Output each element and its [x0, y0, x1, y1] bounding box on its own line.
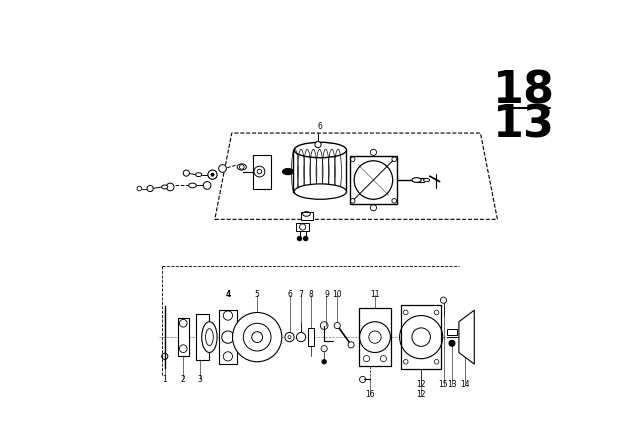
Bar [359, 308, 391, 366]
Text: 16: 16 [365, 390, 375, 399]
Ellipse shape [237, 164, 246, 170]
Text: 5: 5 [255, 290, 260, 299]
Text: 12: 12 [417, 390, 426, 399]
Text: 7: 7 [299, 290, 303, 299]
Circle shape [303, 236, 308, 241]
Bar [349, 156, 397, 204]
Bar [219, 310, 237, 364]
Text: 6: 6 [318, 122, 323, 131]
Ellipse shape [412, 178, 421, 182]
Circle shape [354, 161, 393, 199]
Text: 15: 15 [438, 380, 448, 389]
Text: 3: 3 [198, 375, 203, 384]
Circle shape [211, 173, 214, 176]
Ellipse shape [196, 173, 202, 177]
Text: 14: 14 [460, 380, 470, 389]
Circle shape [348, 342, 354, 348]
Bar [447, 329, 456, 335]
Circle shape [315, 142, 321, 148]
Text: 12: 12 [417, 380, 426, 389]
Ellipse shape [189, 183, 196, 188]
Circle shape [440, 297, 447, 303]
Polygon shape [296, 223, 308, 231]
Text: 2: 2 [181, 375, 186, 384]
Ellipse shape [294, 142, 346, 158]
Polygon shape [459, 310, 474, 364]
Bar [401, 305, 441, 370]
Text: 13: 13 [493, 104, 556, 147]
Text: 18: 18 [493, 69, 556, 112]
Circle shape [147, 185, 153, 192]
Polygon shape [301, 211, 312, 220]
Text: 11: 11 [370, 290, 380, 299]
Text: 9: 9 [324, 290, 329, 299]
Bar [178, 318, 189, 356]
Text: 6: 6 [287, 290, 292, 299]
Circle shape [322, 359, 326, 364]
Text: 4: 4 [225, 290, 230, 299]
Ellipse shape [202, 322, 217, 353]
Circle shape [334, 323, 340, 329]
Circle shape [285, 332, 294, 342]
Ellipse shape [424, 178, 429, 181]
Text: 13: 13 [447, 380, 457, 389]
Bar [196, 314, 209, 360]
Circle shape [297, 236, 302, 241]
Circle shape [219, 165, 227, 172]
Ellipse shape [205, 329, 213, 345]
Text: 10: 10 [332, 290, 342, 299]
Text: 8: 8 [308, 290, 314, 299]
Ellipse shape [162, 185, 168, 189]
Circle shape [166, 183, 174, 191]
Ellipse shape [283, 168, 293, 175]
Circle shape [183, 170, 189, 176]
Bar [308, 328, 314, 346]
Circle shape [449, 340, 455, 346]
Bar [253, 155, 271, 189]
Text: 1: 1 [163, 375, 167, 384]
Circle shape [296, 332, 306, 342]
Circle shape [208, 170, 217, 179]
Circle shape [204, 181, 211, 190]
Circle shape [232, 313, 282, 362]
Ellipse shape [294, 184, 346, 199]
